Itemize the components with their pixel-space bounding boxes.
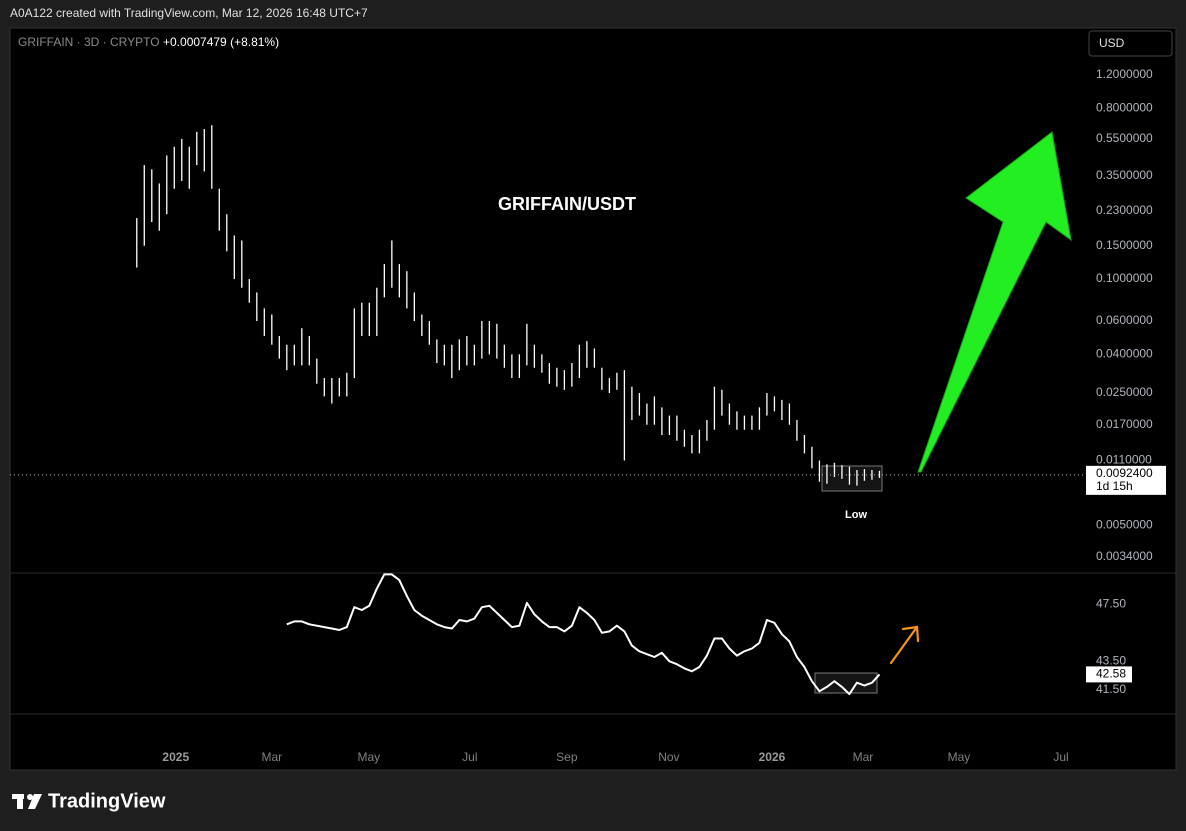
y-tick-label: 0.8000000 [1096, 100, 1153, 114]
x-tick-label: May [948, 750, 971, 764]
y-tick-label: 41.50 [1096, 682, 1126, 696]
indicator-line [286, 573, 881, 696]
y-tick-label: 0.0600000 [1096, 313, 1153, 327]
annotation: Low [845, 509, 867, 521]
y-tick-label: 1.2000000 [1096, 67, 1153, 81]
x-tick-label: 2026 [759, 750, 786, 764]
y-tick-label: 0.0170000 [1096, 417, 1153, 431]
last-price-box [1086, 465, 1166, 495]
y-tick-label: 0.0250000 [1096, 385, 1153, 399]
x-tick-label: Jul [462, 750, 477, 764]
y-tick-label: 0.0110000 [1096, 453, 1152, 467]
currency-button[interactable] [1088, 30, 1173, 57]
countdown-label: 1d 15h [1096, 479, 1133, 493]
chart-title: GRIFFAIN/USDT [498, 194, 636, 214]
symbol-info: GRIFFAIN · 3D · CRYPTO [18, 35, 160, 49]
range-box [814, 672, 878, 694]
indicator-value-label: 42.58 [1096, 667, 1126, 681]
orange-arrow [889, 625, 920, 665]
y-tick-label: 0.0034000 [1096, 549, 1153, 563]
credit: A0A122 created with TradingView.com, Mar… [10, 6, 368, 20]
range-box [821, 465, 883, 492]
x-tick-label: Nov [658, 750, 679, 764]
currency-label[interactable]: USD [1099, 36, 1125, 50]
price-change: +0.0007479 (+8.81%) [163, 35, 279, 49]
brand-logo [12, 794, 42, 809]
y-tick-label: 0.1500000 [1096, 238, 1153, 252]
brand-name: TradingView [48, 790, 166, 812]
chart-panel [9, 27, 1177, 771]
y-tick-label: 0.3500000 [1096, 168, 1153, 182]
y-tick-label: 0.0400000 [1096, 347, 1153, 361]
green-arrow [917, 131, 1072, 473]
y-tick-label: 43.50 [1096, 653, 1126, 667]
indicator-value-box [1086, 666, 1132, 683]
x-tick-label: 2025 [162, 750, 189, 764]
x-tick-label: Mar [853, 750, 874, 764]
x-tick-label: Mar [261, 750, 282, 764]
y-tick-label: 47.50 [1096, 597, 1126, 611]
y-tick-label: 0.1000000 [1096, 271, 1153, 285]
y-tick-label: 0.5500000 [1096, 131, 1153, 145]
y-tick-label: 0.0050000 [1096, 518, 1153, 532]
x-tick-label: May [357, 750, 380, 764]
last-price-label: 0.0092400 [1096, 466, 1153, 480]
y-tick-label: 0.2300000 [1096, 203, 1153, 217]
x-tick-label: Jul [1053, 750, 1068, 764]
x-tick-label: Sep [556, 750, 578, 764]
